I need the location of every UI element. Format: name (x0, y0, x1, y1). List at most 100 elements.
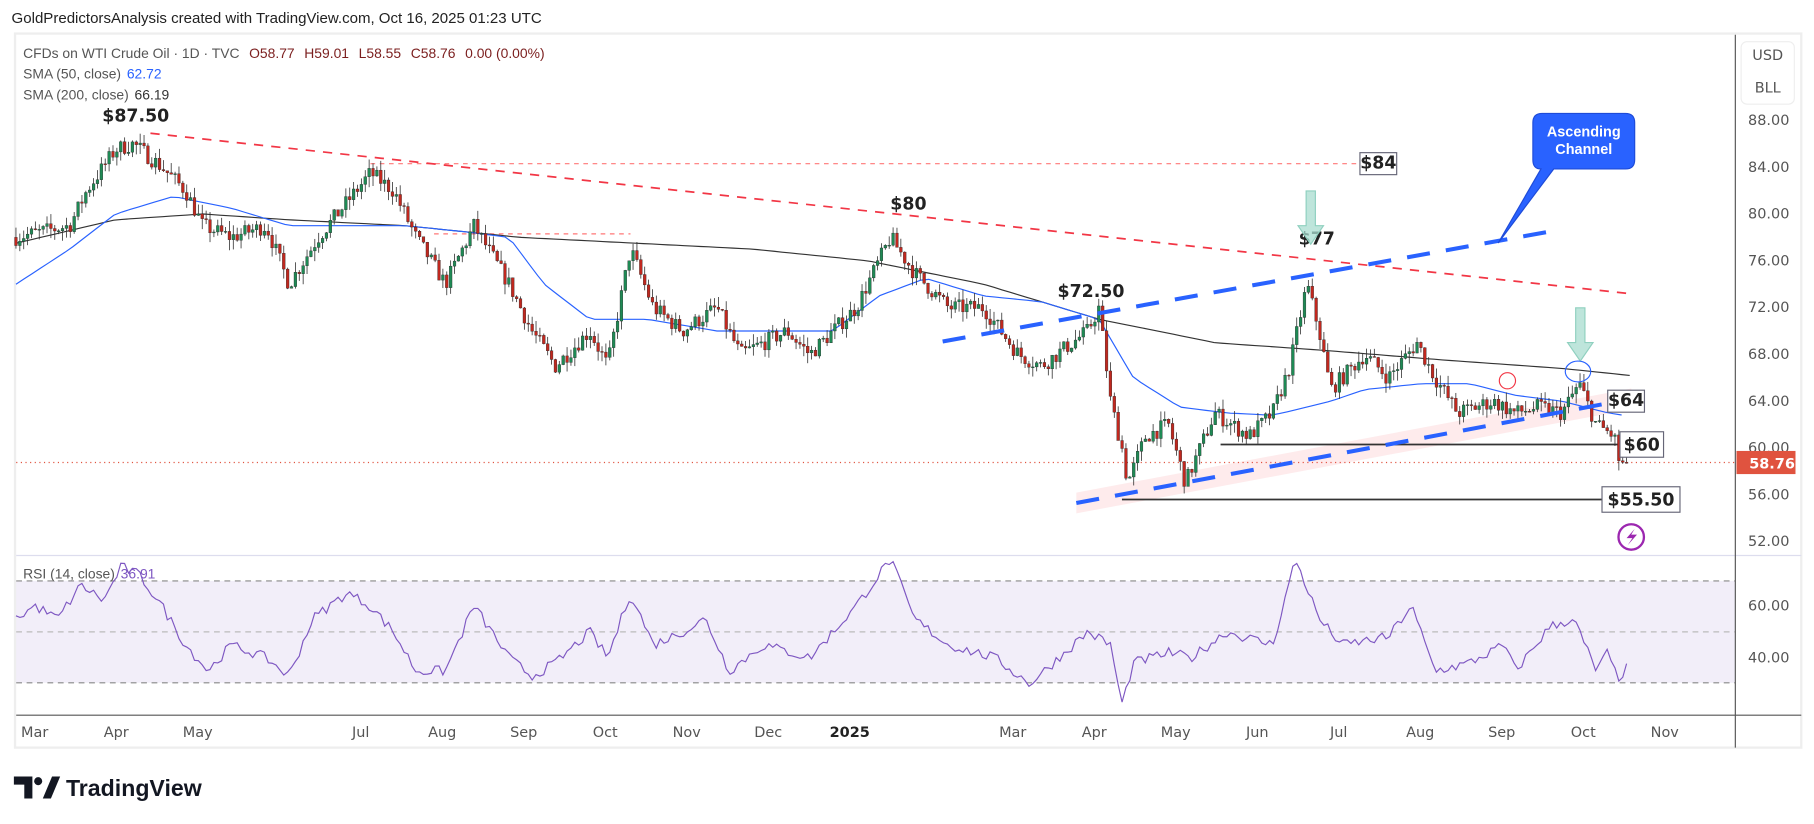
candle (348, 187, 352, 210)
candle-body (394, 194, 398, 197)
candle-body (693, 316, 697, 327)
currency-unit-button[interactable] (1740, 41, 1795, 105)
candle (1194, 449, 1198, 477)
candle (1318, 317, 1322, 349)
candle (460, 245, 464, 263)
candle (103, 158, 107, 172)
candle-body (1260, 418, 1264, 421)
legend-sma50[interactable]: SMA (50, close) 62.72 (23, 66, 162, 82)
legend-sma200[interactable]: SMA (200, close) 66.19 (23, 87, 169, 103)
candle-body (515, 296, 519, 299)
candle-body (681, 330, 686, 337)
candle (305, 249, 309, 274)
candle-body (402, 205, 406, 207)
candle-body (910, 265, 915, 279)
candle-body (495, 251, 499, 261)
candle (418, 230, 422, 240)
candle-body (798, 342, 802, 345)
candle-body (1046, 366, 1050, 370)
price-tick: 68.00 (1748, 347, 1789, 363)
candle (639, 254, 643, 279)
candle (786, 321, 790, 340)
candle-body (92, 183, 96, 191)
candle (1496, 395, 1501, 416)
candle (825, 330, 829, 347)
candle-body (1372, 356, 1376, 358)
candle-body (899, 247, 903, 253)
candle (398, 185, 402, 212)
candle (852, 303, 856, 324)
candle-body (235, 234, 239, 241)
candle (709, 298, 713, 312)
candle-body (1271, 403, 1275, 419)
candle-body (1423, 347, 1427, 365)
level-64-label-box (1607, 389, 1646, 413)
time-tick: Apr (104, 725, 129, 741)
candle-body (487, 244, 492, 247)
channel-lower-line[interactable] (1075, 396, 1632, 505)
ascending-channel-callout[interactable]: Ascending Channel (1497, 112, 1636, 244)
candle-body (875, 260, 880, 266)
candle-body (507, 277, 511, 285)
candle-body (860, 291, 864, 311)
candle-body (1543, 401, 1547, 404)
candle-body (181, 182, 185, 193)
candle-body (1252, 429, 1256, 437)
candle-body (173, 173, 177, 175)
candle-body (588, 336, 592, 340)
time-tick: Nov (673, 725, 702, 741)
candle-body (1136, 451, 1140, 464)
candle (1388, 366, 1392, 390)
candle-body (674, 319, 678, 329)
candle-body (286, 268, 290, 289)
candle-body (262, 230, 266, 236)
candle (530, 316, 534, 336)
candle-body (1586, 390, 1590, 402)
candle-body (996, 319, 1000, 322)
candle (1174, 432, 1178, 456)
candle-body (1042, 362, 1047, 367)
candle (887, 236, 891, 249)
candle-body (1287, 374, 1291, 377)
candle (107, 147, 111, 172)
candle-body (84, 192, 88, 204)
candle (1566, 386, 1570, 414)
candle-body (577, 347, 581, 351)
candle-body (1582, 382, 1586, 391)
candle-body (1213, 411, 1217, 425)
candle-body (755, 342, 759, 345)
candle (324, 231, 329, 242)
candle-body (1590, 400, 1594, 422)
candle-body (1058, 348, 1062, 362)
candle (499, 250, 503, 265)
candle (14, 227, 18, 249)
support-55-label: $55.50 (1608, 491, 1675, 511)
candle (1104, 320, 1109, 378)
candle-body (1050, 355, 1054, 370)
candle (266, 224, 270, 240)
candle-body (165, 170, 169, 173)
candle-body (934, 291, 938, 298)
sma200-line (15, 213, 1630, 377)
candle-body (988, 318, 992, 325)
candle (581, 331, 585, 351)
channel-upper-line[interactable] (942, 229, 1551, 344)
candle-body (499, 260, 503, 264)
legend-rsi[interactable]: RSI (14, close) 36.91 (23, 566, 156, 582)
lightning-icon[interactable] (1617, 523, 1646, 551)
candle-body (573, 347, 577, 358)
candle (1271, 403, 1275, 420)
candle (996, 319, 1000, 329)
candle-body (1411, 351, 1415, 354)
candle (829, 323, 833, 344)
candle-body (64, 225, 68, 229)
candle-body (379, 169, 383, 184)
candle (674, 312, 678, 333)
downtrend-line[interactable] (150, 132, 1629, 295)
candle (1504, 392, 1508, 419)
candle-body (1267, 413, 1272, 419)
candle-body (414, 226, 418, 232)
candle (1128, 475, 1132, 479)
candle (111, 145, 115, 161)
candle-body (464, 245, 468, 249)
